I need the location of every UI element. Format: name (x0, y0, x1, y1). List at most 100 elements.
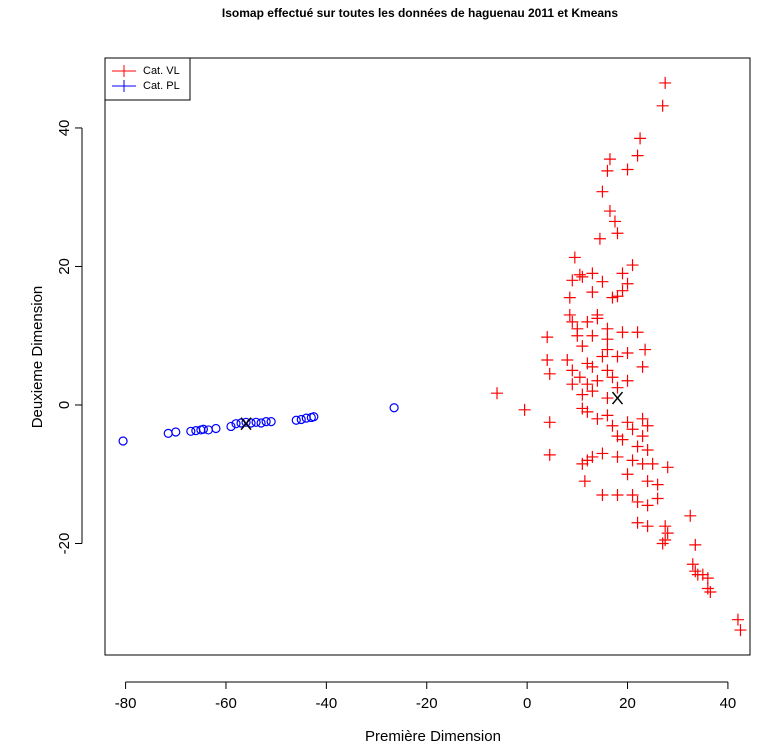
point (576, 388, 589, 401)
point (641, 520, 654, 533)
point (591, 412, 604, 425)
point (631, 149, 644, 162)
x-tick-label: -20 (416, 695, 438, 712)
point (256, 418, 266, 428)
point (611, 350, 624, 363)
point (641, 419, 654, 432)
chart-title: Isomap effectué sur toutes les données d… (222, 6, 618, 20)
point (621, 416, 634, 429)
point (601, 333, 614, 346)
point (576, 457, 589, 470)
y-tick-label: 20 (56, 258, 73, 275)
point (641, 443, 654, 456)
point (573, 371, 586, 384)
point (566, 274, 579, 287)
point (701, 572, 714, 585)
point (186, 426, 196, 436)
point (581, 357, 594, 370)
x-tick-label: 20 (619, 695, 636, 712)
legend-label: Cat. VL (143, 65, 180, 77)
point (568, 251, 581, 264)
point (621, 468, 634, 481)
point (596, 185, 609, 198)
point (296, 414, 306, 425)
point (566, 364, 579, 377)
point (611, 381, 624, 394)
point (616, 326, 629, 339)
point (586, 267, 599, 280)
point (543, 448, 556, 461)
point (593, 232, 606, 245)
x-tick-label: -80 (115, 695, 137, 712)
point (659, 534, 672, 547)
point (636, 457, 649, 470)
point (731, 613, 744, 626)
point (591, 374, 604, 387)
x-axis-label: Première Dimension (365, 728, 501, 745)
point (651, 492, 664, 505)
point (543, 416, 556, 429)
cluster-center (240, 417, 252, 431)
point (689, 538, 702, 551)
point (641, 499, 654, 512)
point (661, 527, 674, 540)
point (581, 405, 594, 418)
point (561, 353, 574, 366)
point (586, 329, 599, 342)
point (581, 454, 594, 467)
point (566, 315, 579, 328)
point (203, 425, 214, 435)
point (601, 392, 614, 405)
point (701, 582, 714, 595)
point (389, 403, 399, 413)
point (621, 277, 634, 290)
point (611, 489, 624, 502)
point (601, 409, 614, 422)
legend-box (104, 57, 191, 101)
point (636, 360, 649, 373)
point (606, 371, 619, 384)
point (563, 308, 576, 321)
point (659, 76, 672, 89)
point (596, 350, 609, 363)
point (601, 364, 614, 377)
point (626, 454, 639, 467)
y-axis-label: Deuxieme Dimension (29, 286, 46, 429)
point (639, 343, 652, 356)
point (603, 205, 616, 218)
point (631, 440, 644, 453)
point (586, 450, 599, 463)
point (596, 489, 609, 502)
point (696, 568, 709, 581)
point (543, 367, 556, 380)
plot-frame (104, 57, 751, 656)
point (596, 275, 609, 288)
point (611, 430, 624, 443)
point (226, 421, 236, 432)
point (684, 509, 697, 522)
point (491, 387, 504, 400)
point (601, 164, 614, 177)
point (641, 475, 654, 488)
point (541, 353, 554, 366)
legend-symbol (118, 65, 130, 77)
point (611, 290, 624, 303)
point (621, 163, 634, 176)
x-tick-label: 0 (523, 695, 531, 712)
point (266, 417, 276, 427)
point (659, 520, 672, 533)
point (601, 322, 614, 335)
y-tick-label: 0 (56, 401, 73, 409)
point (586, 286, 599, 299)
point (626, 423, 639, 436)
point (576, 340, 589, 353)
point (211, 423, 221, 434)
x-tick-label: -60 (215, 695, 237, 712)
point (611, 450, 624, 463)
point (578, 475, 591, 488)
point (626, 259, 639, 272)
point (118, 436, 128, 446)
point (616, 284, 629, 297)
point (611, 227, 624, 240)
point (631, 516, 644, 529)
